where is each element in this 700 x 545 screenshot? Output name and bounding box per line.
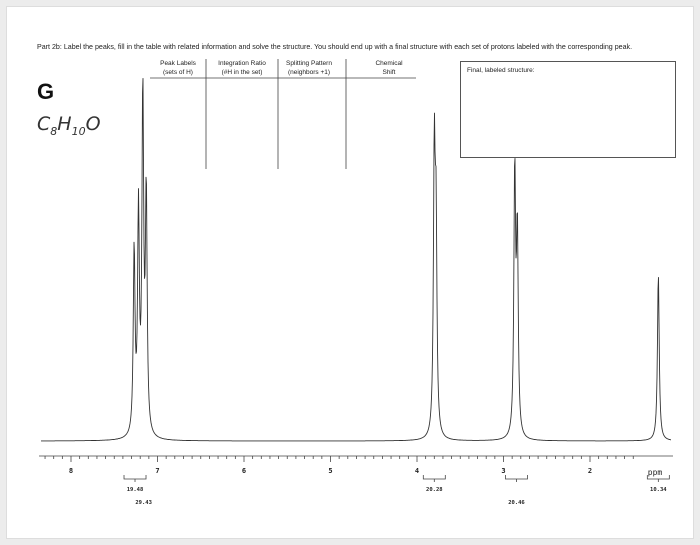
structure-box: Final, labeled structure:: [460, 61, 676, 158]
instructions: Part 2b: Label the peaks, fill in the ta…: [37, 43, 633, 51]
integration-value: 29.43: [135, 500, 152, 506]
x-tick-label: 7: [155, 467, 159, 475]
table-header: (sets of H): [163, 69, 193, 76]
formula-part: C: [37, 113, 51, 135]
spectrum: 8 7 6 5 4 3 2 ppm 19.48 29.43 20.28 20.46 10.34: [39, 59, 673, 506]
x-tick-label: 5: [328, 467, 332, 475]
integration-bracket: [646, 475, 670, 482]
table-header: Splitting Pattern: [286, 60, 332, 67]
integration-bracket: [123, 475, 147, 482]
table-header: (neighbors +1): [287, 69, 331, 76]
compound-label: G: [37, 79, 55, 104]
formula: C8H10O: [37, 113, 101, 138]
structure-label: Final, labeled structure:: [467, 67, 535, 74]
x-tick-label: 8: [69, 467, 73, 475]
x-tick-label: 3: [501, 467, 505, 475]
formula-part: H: [57, 113, 72, 135]
integration-bracket: [505, 475, 528, 482]
formula-part: 8: [50, 124, 58, 138]
table-header: Shift: [382, 69, 396, 76]
integration-value: 10.34: [650, 487, 667, 493]
integration-value: 19.48: [127, 487, 144, 493]
x-tick-label: 6: [242, 467, 246, 475]
formula-part: O: [85, 113, 101, 135]
integration-value: 20.28: [426, 487, 443, 493]
worksheet: Part 2b: Label the peaks, fill in the ta…: [6, 6, 694, 539]
integration-bracket: [422, 475, 446, 482]
table-header: (#H in the set): [221, 69, 263, 76]
table-header: Chemical: [375, 60, 403, 67]
axis-unit: ppm: [648, 468, 663, 477]
formula-part: 10: [71, 124, 86, 138]
spectrum-trace: [41, 78, 671, 442]
integration-value: 20.46: [508, 500, 525, 506]
x-tick-label: 2: [588, 467, 592, 475]
table-header: Integration Ratio: [218, 60, 266, 67]
x-tick-label: 4: [415, 467, 419, 475]
table-header: Peak Labels: [160, 60, 196, 67]
